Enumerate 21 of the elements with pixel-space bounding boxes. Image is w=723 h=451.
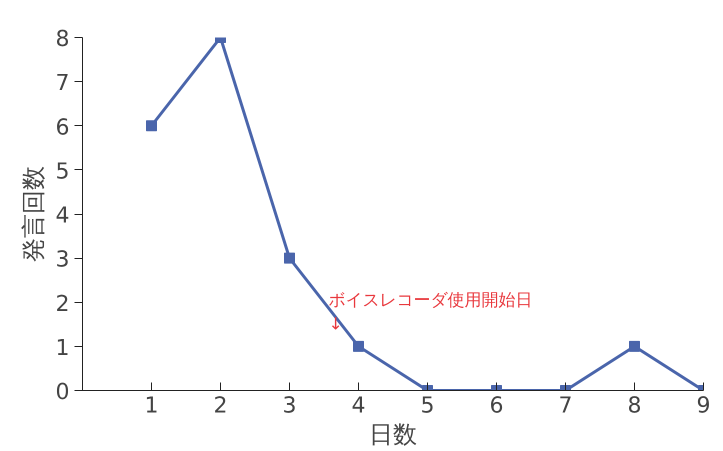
y-tick-label: 3 [56,248,70,273]
y-tick-label: 1 [56,336,70,361]
x-tick-label: 5 [420,394,434,418]
y-axis-title: 発言回数 [20,166,48,262]
x-tick-label: 4 [352,394,366,418]
y-tick-label: 4 [56,204,70,228]
x-tick-label: 8 [628,394,642,418]
x-tick-label: 1 [144,394,158,418]
x-tick-label: 6 [490,394,504,418]
x-tick-label: 9 [696,394,710,418]
y-tick-label: 2 [56,292,70,317]
y-tick-label: 8 [56,27,70,52]
y-tick-label: 6 [56,115,70,140]
x-tick-label: 3 [282,394,296,418]
annotation: ボイスレコーダ使用開始日 ↓ [328,290,532,334]
x-axis-title: 日数 [369,420,417,448]
x-tick-label: 7 [558,394,572,418]
y-tick-label: 7 [56,71,70,96]
y-tick-label: 5 [56,159,70,184]
y-tick-label: 0 [56,380,70,405]
x-tick-label: 2 [214,394,228,418]
